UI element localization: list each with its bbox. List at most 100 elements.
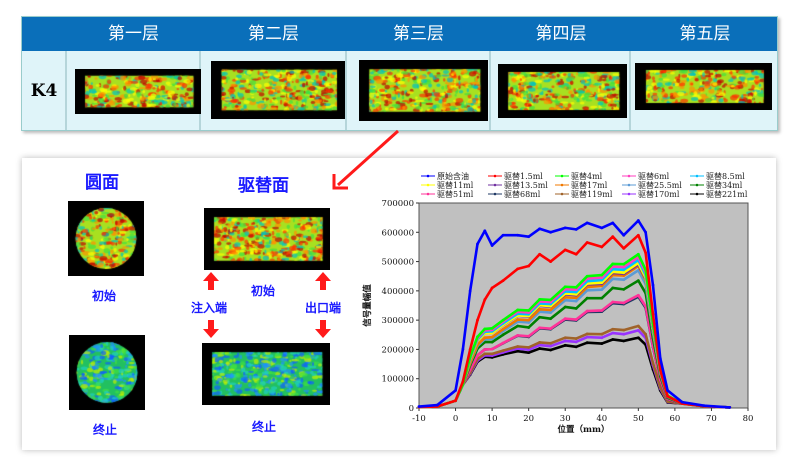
data-point	[644, 251, 648, 255]
flood-initial-image	[204, 208, 330, 270]
layer-4-image	[498, 64, 627, 118]
data-point	[527, 264, 531, 268]
x-tick-label: 70	[706, 414, 717, 424]
data-point	[622, 262, 626, 266]
data-point	[622, 265, 626, 269]
header-layer-1: 第一层	[108, 24, 159, 44]
legend-label: 驱替13.5ml	[504, 180, 548, 190]
x-tick-label: 10	[487, 414, 498, 424]
data-point	[527, 345, 531, 349]
data-point	[611, 331, 615, 335]
x-tick-label: 30	[560, 414, 571, 424]
data-point	[611, 327, 615, 331]
data-point	[600, 336, 604, 340]
data-point	[644, 332, 648, 336]
data-point	[585, 309, 589, 313]
data-point	[549, 308, 552, 312]
data-point	[483, 348, 487, 351]
data-point	[600, 273, 604, 277]
data-point	[563, 336, 567, 340]
data-point	[651, 361, 655, 365]
legend-marker	[426, 192, 430, 196]
data-point	[574, 318, 578, 321]
legend-marker	[426, 174, 430, 178]
data-point	[527, 321, 531, 324]
data-point	[574, 345, 578, 349]
data-point	[636, 219, 640, 222]
y-axis-label: 信号量幅值	[362, 284, 373, 327]
data-point	[574, 299, 578, 303]
data-point	[454, 389, 457, 392]
data-point	[636, 336, 640, 340]
legend-marker	[493, 174, 497, 178]
data-point	[476, 318, 479, 322]
data-point	[538, 227, 542, 231]
legend-marker	[627, 192, 631, 196]
data-point	[501, 279, 505, 283]
legend-marker	[560, 174, 564, 178]
data-point	[549, 302, 552, 306]
data-point	[585, 221, 589, 225]
legend-label: 驱替68ml	[504, 189, 541, 199]
data-point	[490, 286, 494, 290]
legend-label: 驱替119ml	[571, 189, 613, 199]
data-point	[574, 288, 578, 292]
arrow-up-icon	[315, 272, 331, 290]
data-point	[563, 343, 567, 347]
header-layer-2: 第二层	[248, 24, 299, 44]
data-point	[574, 340, 578, 344]
data-point	[728, 406, 732, 409]
header-layer-3: 第三层	[393, 24, 444, 44]
data-point	[574, 285, 578, 289]
data-point	[435, 403, 439, 407]
data-point	[516, 267, 520, 271]
x-tick-label: 20	[523, 414, 534, 424]
row-label: K4	[30, 81, 58, 101]
legend-label: 驱替170ml	[638, 189, 680, 199]
data-point	[563, 339, 567, 343]
data-point	[527, 334, 531, 338]
round-final-label: 终止	[93, 423, 118, 437]
header-layer-5: 第五层	[679, 24, 731, 44]
data-point	[636, 328, 640, 332]
data-point	[549, 317, 552, 321]
divider	[489, 51, 491, 130]
legend-label: 驱替51ml	[437, 189, 474, 199]
data-point	[490, 244, 494, 247]
data-point	[622, 278, 626, 282]
data-point	[600, 332, 604, 336]
data-point	[516, 349, 520, 353]
layer-5-image	[635, 63, 772, 110]
data-point	[600, 284, 604, 288]
arrow-up-icon	[203, 272, 219, 290]
legend-label: 驱替34ml	[706, 180, 743, 190]
data-point	[417, 405, 421, 408]
y-tick-label: 500000	[382, 258, 414, 268]
data-point	[468, 348, 472, 351]
x-tick-label: -10	[412, 414, 426, 424]
data-point	[574, 337, 578, 340]
data-point	[600, 281, 604, 285]
data-point	[538, 297, 542, 301]
legend-marker	[627, 183, 631, 187]
data-point	[651, 283, 655, 287]
data-point	[538, 343, 542, 347]
y-tick-label: 700000	[382, 199, 414, 209]
data-point	[622, 287, 626, 291]
data-point	[527, 351, 531, 355]
data-point	[549, 341, 552, 345]
data-point	[636, 279, 640, 283]
data-point	[600, 309, 604, 312]
data-point	[538, 252, 542, 256]
legend-label: 驱替8.5ml	[706, 171, 745, 181]
layer-1-image	[75, 69, 201, 114]
data-point	[516, 345, 520, 348]
data-point	[600, 226, 604, 230]
legend-marker	[560, 183, 564, 187]
data-point	[538, 315, 542, 319]
data-point	[516, 324, 520, 328]
data-point	[490, 335, 494, 339]
data-point	[538, 307, 542, 311]
data-point	[501, 327, 505, 331]
